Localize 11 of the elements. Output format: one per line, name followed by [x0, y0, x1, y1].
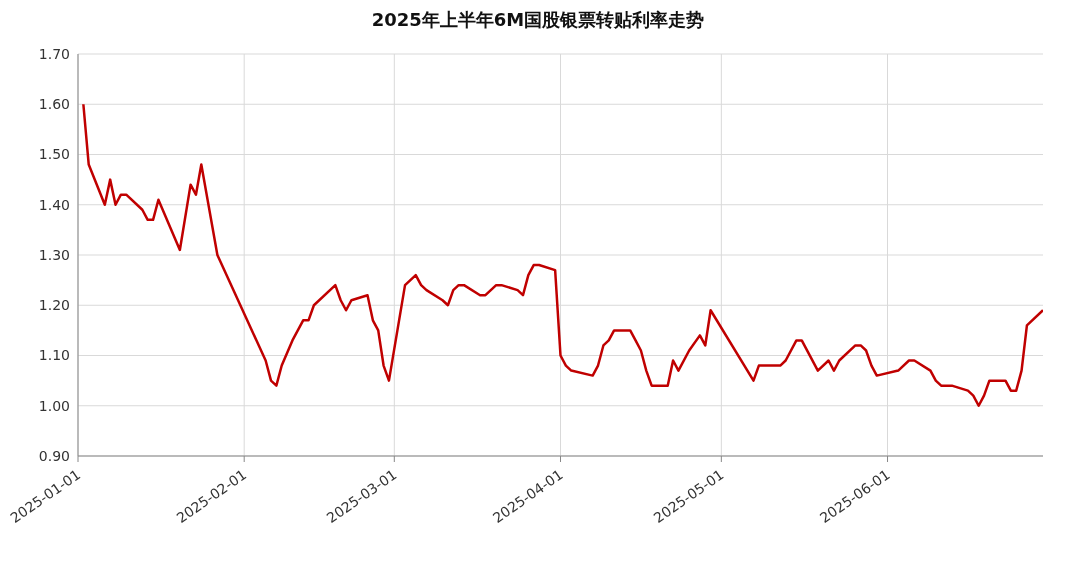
- y-tick-label: 0.90: [38, 447, 70, 464]
- y-tick-label: 1.20: [38, 297, 70, 314]
- y-tick-label: 1.50: [38, 146, 70, 163]
- y-tick-label: 1.60: [38, 96, 70, 113]
- y-tick-label: 1.30: [38, 246, 70, 263]
- chart-title: 2025年上半年6M国股银票转贴利率走势: [370, 8, 706, 32]
- line-series: [82, 103, 1043, 407]
- y-tick-label: 1.70: [38, 45, 70, 62]
- y-tick-label: 1.40: [38, 196, 70, 213]
- y-tick-label: 1.10: [38, 347, 70, 364]
- y-tick-label: 1.00: [38, 397, 70, 414]
